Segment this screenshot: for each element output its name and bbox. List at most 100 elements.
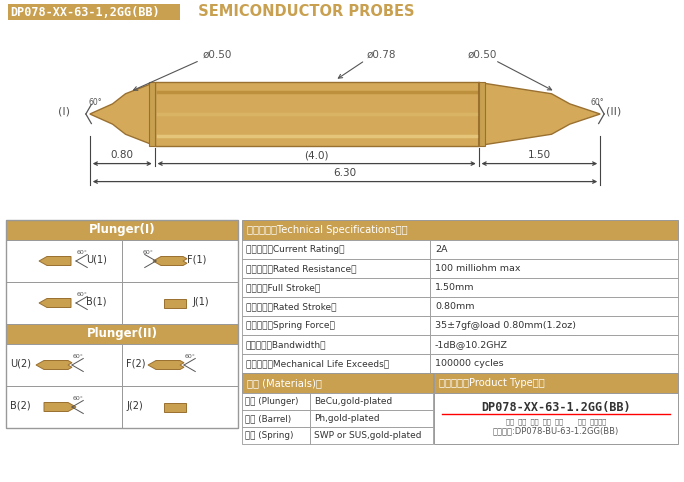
Text: U(1): U(1) — [86, 255, 107, 265]
FancyBboxPatch shape — [6, 282, 122, 324]
FancyBboxPatch shape — [310, 427, 433, 444]
Text: Ph,gold-plated: Ph,gold-plated — [314, 414, 380, 423]
FancyBboxPatch shape — [430, 316, 678, 335]
Text: 滿行程（Full Stroke）: 滿行程（Full Stroke） — [246, 283, 320, 292]
FancyBboxPatch shape — [310, 410, 433, 427]
FancyBboxPatch shape — [430, 240, 678, 259]
Text: BeCu,gold-plated: BeCu,gold-plated — [314, 397, 392, 406]
Text: F(2): F(2) — [126, 359, 146, 369]
Text: 材質 (Materials)：: 材質 (Materials)： — [247, 378, 322, 388]
FancyBboxPatch shape — [242, 297, 430, 316]
FancyBboxPatch shape — [242, 373, 433, 393]
FancyBboxPatch shape — [430, 278, 678, 297]
FancyBboxPatch shape — [6, 344, 122, 386]
Text: ø0.78: ø0.78 — [367, 50, 397, 59]
Text: 彈簧 (Spring): 彈簧 (Spring) — [245, 431, 293, 440]
Text: (I): (I) — [58, 107, 70, 117]
Text: 60°: 60° — [73, 396, 84, 401]
Text: 60°: 60° — [590, 98, 604, 107]
FancyBboxPatch shape — [242, 410, 310, 427]
Polygon shape — [44, 402, 76, 412]
Text: -1dB@10.2GHZ: -1dB@10.2GHZ — [435, 340, 508, 349]
Text: SWP or SUS,gold-plated: SWP or SUS,gold-plated — [314, 431, 421, 440]
Text: 2A: 2A — [435, 245, 447, 254]
Text: J(1): J(1) — [192, 297, 209, 307]
Polygon shape — [155, 82, 479, 146]
Text: 60°: 60° — [73, 354, 84, 359]
Polygon shape — [39, 298, 71, 308]
FancyBboxPatch shape — [242, 259, 430, 278]
FancyBboxPatch shape — [242, 316, 430, 335]
Polygon shape — [164, 298, 186, 308]
FancyBboxPatch shape — [430, 354, 678, 373]
Text: DP078-XX-63-1.2GG(BB): DP078-XX-63-1.2GG(BB) — [481, 401, 631, 414]
Text: 60°: 60° — [89, 98, 103, 107]
FancyBboxPatch shape — [8, 4, 180, 20]
Text: Plunger(II): Plunger(II) — [86, 327, 157, 340]
FancyBboxPatch shape — [6, 324, 238, 344]
Text: (II): (II) — [606, 107, 621, 117]
Text: 針頭 (Plunger): 針頭 (Plunger) — [245, 397, 298, 406]
Text: Plunger(I): Plunger(I) — [89, 224, 155, 237]
Text: ø0.50: ø0.50 — [203, 50, 233, 59]
FancyBboxPatch shape — [122, 282, 238, 324]
Polygon shape — [164, 402, 186, 412]
FancyBboxPatch shape — [242, 427, 310, 444]
Text: U(2): U(2) — [10, 359, 31, 369]
Text: 60°: 60° — [77, 292, 88, 297]
FancyBboxPatch shape — [430, 335, 678, 354]
Polygon shape — [479, 82, 485, 146]
Polygon shape — [36, 361, 72, 370]
Polygon shape — [39, 256, 71, 266]
Text: 技術要求（Technical Specifications）：: 技術要求（Technical Specifications）： — [247, 225, 408, 235]
FancyBboxPatch shape — [6, 240, 122, 282]
FancyBboxPatch shape — [242, 220, 678, 240]
FancyBboxPatch shape — [242, 335, 430, 354]
FancyBboxPatch shape — [122, 240, 238, 282]
Text: 100000 cycles: 100000 cycles — [435, 359, 503, 368]
FancyBboxPatch shape — [242, 278, 430, 297]
Text: 1.50: 1.50 — [528, 150, 551, 160]
FancyBboxPatch shape — [430, 297, 678, 316]
FancyBboxPatch shape — [122, 344, 238, 386]
FancyBboxPatch shape — [242, 393, 310, 410]
Text: 系列  規格  頭型  總長  彈力       鍍金  針頭材質: 系列 規格 頭型 總長 彈力 鍍金 針頭材質 — [506, 418, 606, 425]
FancyBboxPatch shape — [434, 373, 678, 393]
Text: 測試壽命（Mechanical Life Exceeds）: 測試壽命（Mechanical Life Exceeds） — [246, 359, 389, 368]
Text: 針管 (Barrel): 針管 (Barrel) — [245, 414, 291, 423]
Text: 60°: 60° — [77, 250, 88, 255]
Text: DP078-XX-63-1,2GG(BB): DP078-XX-63-1,2GG(BB) — [10, 5, 159, 18]
Polygon shape — [148, 82, 155, 146]
Text: 訂購舉例:DP078-BU-63-1.2GG(BB): 訂購舉例:DP078-BU-63-1.2GG(BB) — [493, 427, 619, 436]
FancyBboxPatch shape — [6, 220, 238, 240]
Text: 額定行程（Rated Stroke）: 額定行程（Rated Stroke） — [246, 302, 337, 311]
FancyBboxPatch shape — [434, 393, 678, 444]
Text: B(2): B(2) — [10, 401, 31, 411]
Text: B(1): B(1) — [86, 297, 107, 307]
Text: 0.80mm: 0.80mm — [435, 302, 475, 311]
FancyBboxPatch shape — [122, 386, 238, 428]
Text: 額定電流（Current Rating）: 額定電流（Current Rating） — [246, 245, 345, 254]
FancyBboxPatch shape — [310, 393, 433, 410]
Text: ø0.50: ø0.50 — [467, 50, 497, 59]
Text: 60°: 60° — [185, 354, 196, 359]
Text: (4.0): (4.0) — [304, 150, 329, 160]
Text: 60°: 60° — [143, 250, 154, 255]
Polygon shape — [479, 82, 600, 146]
Polygon shape — [148, 361, 184, 370]
FancyBboxPatch shape — [430, 259, 678, 278]
Text: 1.50mm: 1.50mm — [435, 283, 475, 292]
Polygon shape — [90, 82, 155, 146]
Polygon shape — [153, 256, 187, 266]
Text: 額定彈力（Spring Force）: 額定彈力（Spring Force） — [246, 321, 335, 330]
Text: SEMICONDUCTOR PROBES: SEMICONDUCTOR PROBES — [188, 4, 415, 19]
Text: 100 milliohm max: 100 milliohm max — [435, 264, 521, 273]
FancyBboxPatch shape — [242, 354, 430, 373]
Text: 額定電阻（Rated Resistance）: 額定電阻（Rated Resistance） — [246, 264, 356, 273]
Text: 頻率帶寬（Bandwidth）: 頻率帶寬（Bandwidth） — [246, 340, 326, 349]
FancyBboxPatch shape — [242, 240, 430, 259]
Text: 0.80: 0.80 — [111, 150, 134, 160]
Text: 35±7gf@load 0.80mm(1.2oz): 35±7gf@load 0.80mm(1.2oz) — [435, 321, 576, 330]
Text: J(2): J(2) — [126, 401, 143, 411]
Text: 6.30: 6.30 — [333, 168, 356, 178]
